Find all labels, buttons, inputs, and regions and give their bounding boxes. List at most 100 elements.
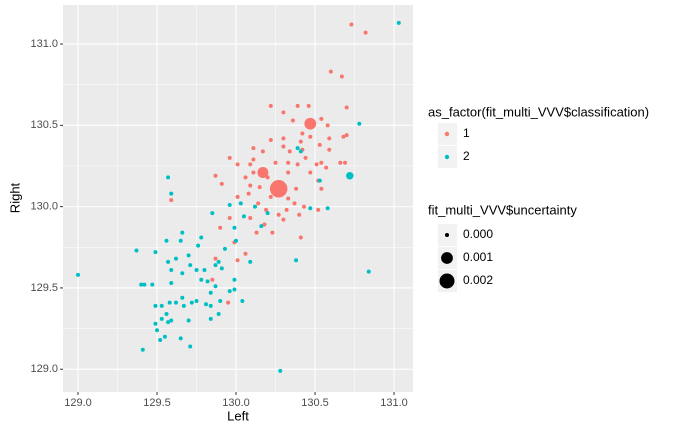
point xyxy=(180,230,185,235)
point xyxy=(219,181,224,186)
point xyxy=(227,216,232,221)
point xyxy=(308,134,313,139)
point xyxy=(339,74,344,79)
point xyxy=(240,298,245,303)
point xyxy=(248,162,253,167)
size-label: 0.002 xyxy=(463,273,493,287)
point xyxy=(219,266,224,271)
point xyxy=(164,238,169,243)
point xyxy=(164,311,169,316)
point xyxy=(325,123,330,128)
point xyxy=(298,235,303,240)
point xyxy=(286,160,291,165)
point xyxy=(204,302,209,307)
y-tick-label: 130.5 xyxy=(30,119,58,131)
point xyxy=(189,300,194,305)
point xyxy=(186,253,191,258)
point xyxy=(213,256,218,261)
point xyxy=(169,318,174,323)
point xyxy=(243,175,248,180)
point xyxy=(278,368,283,373)
point xyxy=(167,300,172,305)
size-swatch xyxy=(441,252,453,264)
point xyxy=(281,110,286,115)
size-swatch xyxy=(439,273,455,289)
point xyxy=(227,155,232,160)
point xyxy=(232,287,237,292)
x-tick-label: 130.5 xyxy=(301,397,329,409)
point xyxy=(210,211,215,216)
point xyxy=(344,105,349,110)
point xyxy=(194,268,199,273)
point xyxy=(286,170,291,175)
point xyxy=(241,214,246,219)
legend-swatch xyxy=(444,154,450,160)
x-tick-label: 129.5 xyxy=(143,397,171,409)
point xyxy=(166,320,171,325)
point xyxy=(363,30,368,35)
point xyxy=(349,22,354,27)
point xyxy=(286,196,291,201)
point xyxy=(235,194,240,199)
point xyxy=(268,103,273,108)
point xyxy=(202,268,207,273)
point xyxy=(304,117,317,130)
point xyxy=(218,225,223,230)
point xyxy=(142,282,147,287)
point xyxy=(314,162,319,167)
point xyxy=(269,180,288,198)
point xyxy=(235,162,240,167)
point xyxy=(235,258,240,263)
point xyxy=(264,207,269,212)
point xyxy=(166,175,171,180)
point xyxy=(222,246,227,251)
point xyxy=(248,216,253,221)
point xyxy=(173,300,178,305)
point xyxy=(325,206,330,211)
legend-label: 2 xyxy=(463,149,470,163)
point xyxy=(341,134,346,139)
point xyxy=(232,225,237,230)
point xyxy=(213,284,218,289)
y-axis-title: Right xyxy=(7,182,22,213)
point xyxy=(181,303,186,308)
point xyxy=(199,235,204,240)
point xyxy=(153,250,158,255)
point xyxy=(260,149,265,154)
point xyxy=(218,298,223,303)
point xyxy=(208,316,213,321)
point xyxy=(366,269,371,274)
point xyxy=(317,142,322,147)
point xyxy=(265,211,270,216)
point xyxy=(134,248,139,253)
point xyxy=(188,263,193,268)
point xyxy=(173,256,178,261)
point xyxy=(188,344,193,349)
point xyxy=(243,251,248,256)
point xyxy=(234,238,239,243)
point xyxy=(213,173,218,178)
point xyxy=(180,295,185,300)
point xyxy=(216,311,221,316)
point xyxy=(150,282,155,287)
point xyxy=(300,131,305,136)
point xyxy=(226,300,231,305)
point xyxy=(153,303,158,308)
point xyxy=(343,160,348,165)
point xyxy=(208,290,213,295)
y-tick-label: 129.5 xyxy=(30,282,58,294)
point xyxy=(294,186,299,191)
point xyxy=(199,277,204,282)
point xyxy=(256,201,261,206)
point xyxy=(338,160,343,165)
point xyxy=(276,212,281,217)
point xyxy=(298,139,303,144)
point xyxy=(227,203,232,208)
x-tick-label: 130.0 xyxy=(222,397,250,409)
point xyxy=(251,157,256,162)
point xyxy=(248,183,253,188)
point xyxy=(76,272,81,277)
point xyxy=(251,170,256,175)
point xyxy=(306,103,311,108)
